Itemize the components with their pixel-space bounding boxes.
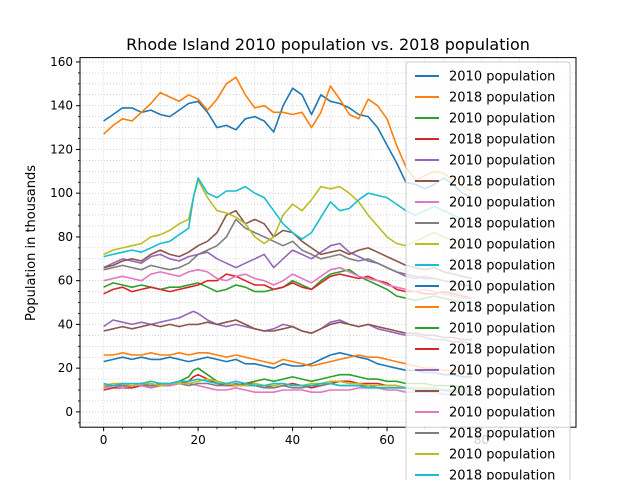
legend-label: 2018 population — [449, 469, 555, 481]
y-axis-label: Population in thousands — [24, 165, 39, 321]
legend-label: 2010 population — [449, 322, 555, 337]
legend-label: 2018 population — [449, 301, 555, 316]
y-tick-label: 60 — [58, 274, 73, 288]
x-tick-label: 0 — [100, 433, 108, 447]
legend-label: 2018 population — [449, 259, 555, 274]
legend-label: 2010 population — [449, 196, 555, 211]
y-tick-label: 160 — [50, 55, 73, 69]
legend-label: 2010 population — [449, 364, 555, 379]
y-tick-label: 20 — [58, 361, 73, 375]
legend-label: 2018 population — [449, 385, 555, 400]
y-tick-label: 120 — [50, 142, 73, 156]
y-tick-label: 80 — [58, 230, 73, 244]
legend-label: 2018 population — [449, 343, 555, 358]
axes: 020406080020406080100120140160 — [50, 55, 558, 447]
x-tick-label: 20 — [190, 433, 205, 447]
legend-box — [405, 61, 571, 484]
legend-label: 2010 population — [449, 280, 555, 295]
x-tick-label: 60 — [379, 433, 394, 447]
x-tick-label: 40 — [285, 433, 300, 447]
legend-label: 2010 population — [449, 70, 555, 85]
legend-label: 2010 population — [449, 112, 555, 127]
plot-frame — [79, 57, 577, 428]
y-tick-label: 140 — [50, 99, 73, 113]
legend-label: 2010 population — [449, 448, 555, 463]
legend-label: 2018 population — [449, 133, 555, 148]
legend: 2010 population 2018 population 2010 popul… — [405, 61, 571, 484]
y-tick-label: 0 — [65, 405, 73, 419]
legend-label: 2010 population — [449, 238, 555, 253]
chart-title: Rhode Island 2010 population vs. 2018 po… — [126, 35, 530, 54]
legend-label: 2018 population — [449, 217, 555, 232]
y-tick-label: 40 — [58, 317, 73, 331]
legend-label: 2018 population — [449, 91, 555, 106]
y-tick-label: 100 — [50, 186, 73, 200]
legend-label: 2010 population — [449, 406, 555, 421]
legend-label: 2010 population — [449, 154, 555, 169]
legend-label: 2018 population — [449, 175, 555, 190]
legend-label: 2018 population — [449, 427, 555, 442]
